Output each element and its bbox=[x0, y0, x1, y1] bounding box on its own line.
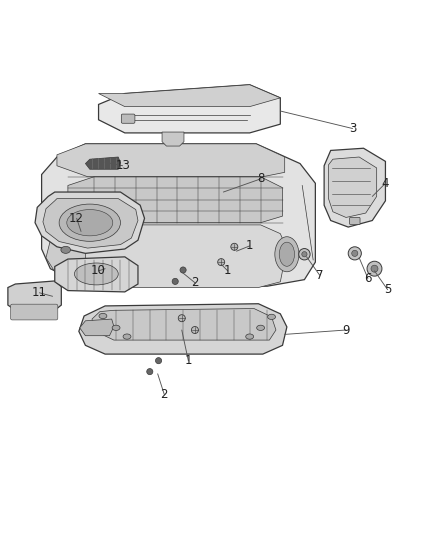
Polygon shape bbox=[162, 132, 184, 146]
Ellipse shape bbox=[299, 248, 310, 260]
Ellipse shape bbox=[302, 252, 307, 257]
Ellipse shape bbox=[367, 261, 382, 276]
Polygon shape bbox=[55, 257, 138, 292]
Ellipse shape bbox=[231, 243, 238, 251]
Text: 9: 9 bbox=[342, 324, 350, 336]
Polygon shape bbox=[324, 148, 385, 227]
Ellipse shape bbox=[279, 242, 294, 266]
Polygon shape bbox=[99, 85, 280, 133]
Text: 2: 2 bbox=[160, 388, 168, 401]
Text: 8: 8 bbox=[257, 172, 264, 185]
Polygon shape bbox=[42, 144, 315, 286]
Polygon shape bbox=[35, 192, 145, 253]
Polygon shape bbox=[85, 157, 120, 169]
Ellipse shape bbox=[178, 314, 185, 322]
Polygon shape bbox=[92, 309, 276, 340]
Ellipse shape bbox=[257, 325, 265, 330]
FancyBboxPatch shape bbox=[11, 304, 58, 320]
Text: 7: 7 bbox=[316, 269, 324, 282]
Ellipse shape bbox=[275, 237, 299, 272]
Text: 4: 4 bbox=[381, 177, 389, 190]
Ellipse shape bbox=[74, 263, 118, 285]
Text: 5: 5 bbox=[384, 283, 391, 296]
Ellipse shape bbox=[371, 265, 378, 272]
Polygon shape bbox=[80, 319, 114, 336]
Ellipse shape bbox=[172, 278, 178, 285]
Ellipse shape bbox=[59, 204, 120, 241]
Ellipse shape bbox=[180, 267, 186, 273]
Ellipse shape bbox=[112, 325, 120, 330]
Polygon shape bbox=[46, 229, 85, 286]
FancyBboxPatch shape bbox=[121, 114, 135, 123]
Text: 2: 2 bbox=[191, 276, 199, 289]
Ellipse shape bbox=[268, 314, 276, 319]
Text: 1: 1 bbox=[224, 264, 232, 277]
Text: 3: 3 bbox=[349, 122, 356, 135]
Ellipse shape bbox=[155, 358, 162, 364]
Text: 12: 12 bbox=[69, 212, 84, 225]
Ellipse shape bbox=[147, 368, 153, 375]
Polygon shape bbox=[50, 225, 287, 287]
Polygon shape bbox=[79, 304, 287, 354]
Text: 1: 1 bbox=[246, 239, 254, 253]
FancyBboxPatch shape bbox=[350, 217, 360, 224]
Ellipse shape bbox=[218, 259, 225, 265]
Text: 11: 11 bbox=[32, 286, 47, 300]
Text: 10: 10 bbox=[91, 264, 106, 277]
Ellipse shape bbox=[191, 327, 198, 334]
Ellipse shape bbox=[352, 251, 358, 256]
Polygon shape bbox=[8, 281, 61, 310]
Ellipse shape bbox=[246, 334, 254, 339]
Polygon shape bbox=[57, 144, 285, 177]
Ellipse shape bbox=[123, 334, 131, 339]
Ellipse shape bbox=[348, 247, 361, 260]
Polygon shape bbox=[99, 85, 280, 107]
Ellipse shape bbox=[61, 246, 71, 253]
Ellipse shape bbox=[99, 313, 107, 319]
Text: 1: 1 bbox=[184, 354, 192, 367]
Ellipse shape bbox=[67, 209, 113, 236]
Text: 13: 13 bbox=[115, 159, 130, 172]
Polygon shape bbox=[68, 177, 283, 223]
Polygon shape bbox=[43, 199, 138, 248]
Polygon shape bbox=[328, 157, 377, 217]
Text: 6: 6 bbox=[364, 272, 372, 285]
